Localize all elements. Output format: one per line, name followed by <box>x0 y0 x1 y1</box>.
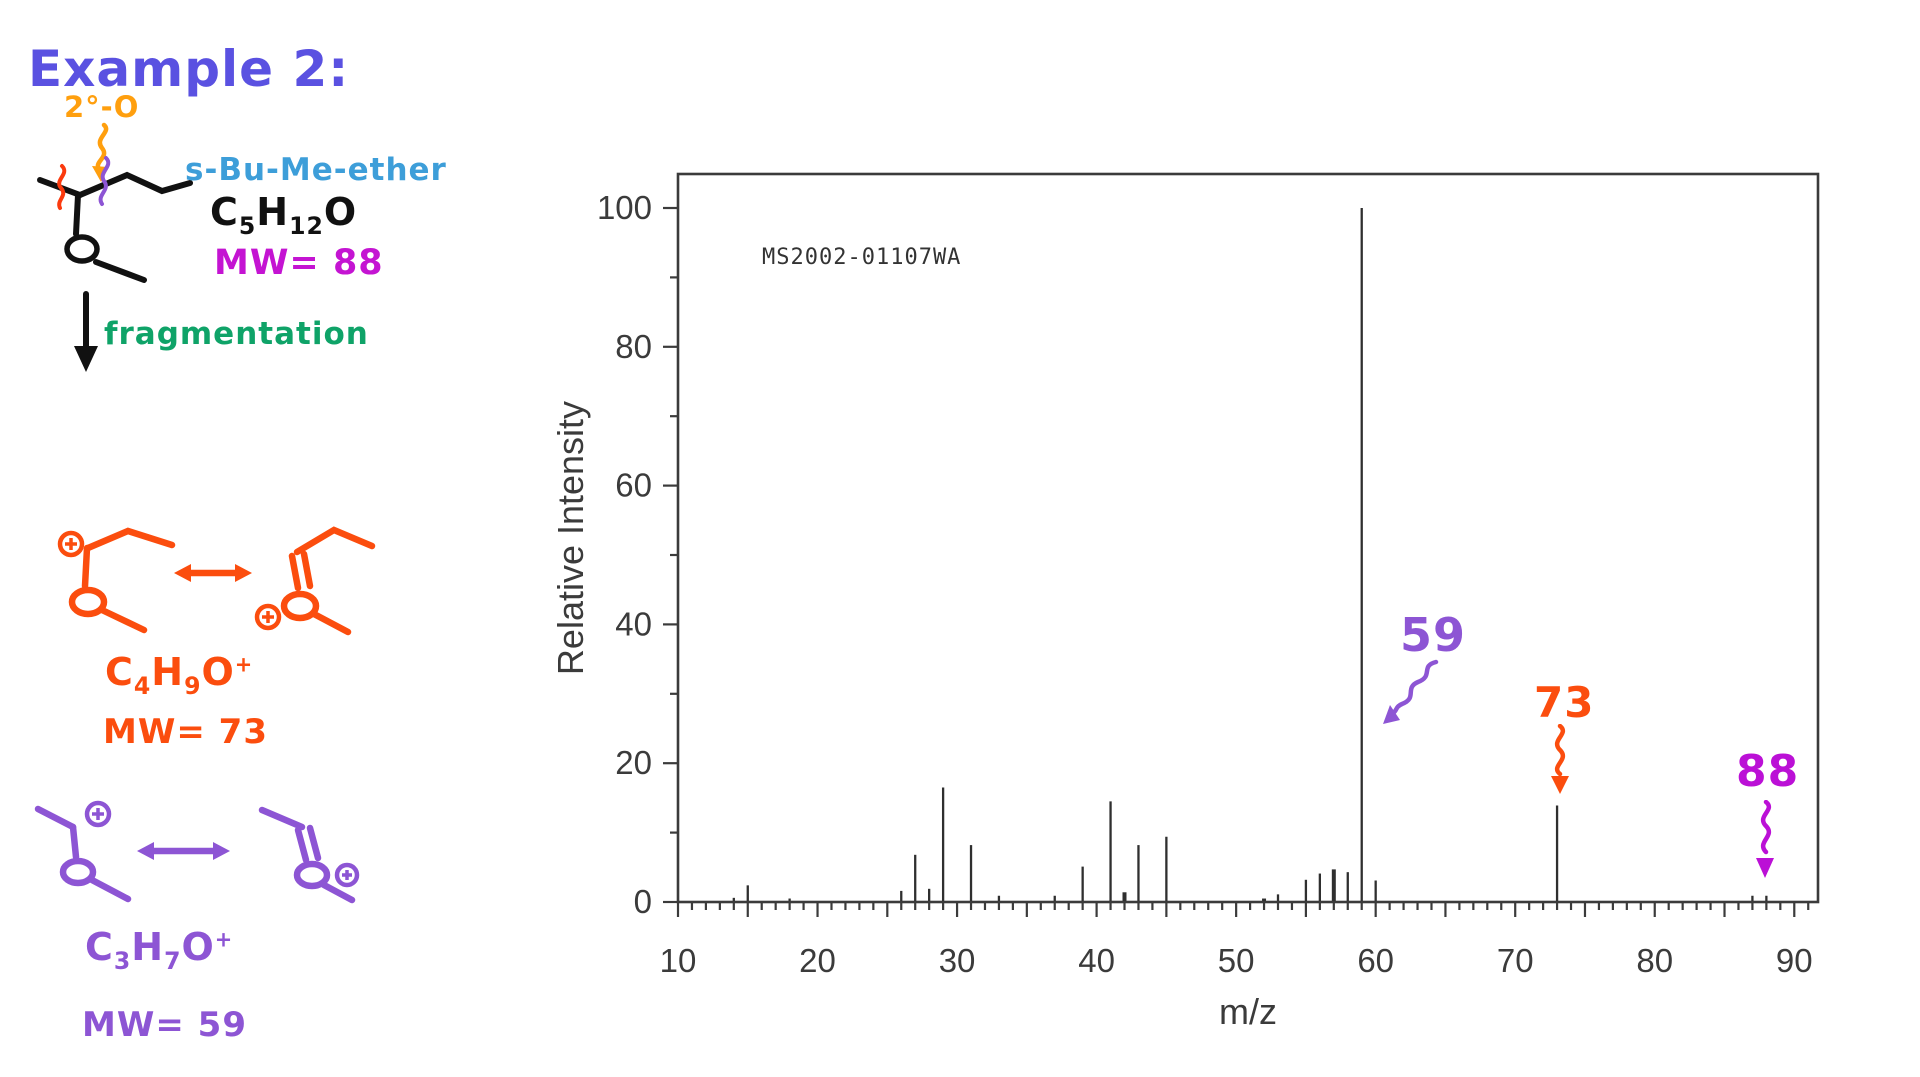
fragment-59-formula: C3H7O+ <box>85 925 233 975</box>
formula-sub: 12 <box>289 211 324 240</box>
resonance-arrowhead-left <box>174 564 191 582</box>
y-tick-label: 40 <box>615 605 652 642</box>
formula-part: C <box>210 190 239 234</box>
fragmentation-label: fragmentation <box>104 316 369 352</box>
formula-part: O <box>181 925 215 969</box>
y-tick-label: 0 <box>634 883 652 920</box>
alpha-cleavage-squiggle-red <box>57 164 67 210</box>
resonance-arrowhead-right <box>213 842 230 860</box>
y-tick-label: 80 <box>615 328 652 365</box>
molecule-formula: C5H12O <box>210 190 357 240</box>
example-title: Example 2: <box>28 40 350 98</box>
formula-part: O <box>323 190 358 234</box>
annotation-88-squiggle-arrow-icon <box>1756 800 1774 878</box>
formula-charge: + <box>234 652 254 677</box>
plus-charge-icon <box>84 800 360 888</box>
formula-sub: 4 <box>133 671 152 700</box>
x-tick-label: 80 <box>1636 942 1673 979</box>
annotation-88-label: 88 <box>1736 746 1800 797</box>
x-tick-label: 60 <box>1357 942 1394 979</box>
plot-border <box>676 172 1820 904</box>
formula-sub: 5 <box>238 211 257 240</box>
fragment-73-resonance-structures <box>57 526 376 636</box>
annotation-73: 73 <box>1534 678 1595 794</box>
annotation-88: 88 <box>1736 746 1800 878</box>
y-tick-label: 60 <box>615 467 652 504</box>
formula-charge: + <box>214 927 234 952</box>
formula-sub: 7 <box>164 946 182 975</box>
x-tick-label: 70 <box>1497 942 1534 979</box>
alpha-cleavage-squiggle-purple <box>98 156 111 206</box>
fragment-59-mw: MW= 59 <box>82 1005 247 1045</box>
x-axis-title: m/z <box>1219 991 1277 1032</box>
molecule-structure <box>37 156 193 283</box>
x-tick-label: 90 <box>1776 942 1813 979</box>
annotation-73-squiggle-arrow-icon <box>1551 724 1569 794</box>
fragment-73-mw: MW= 73 <box>103 712 268 752</box>
x-tick-label: 50 <box>1218 942 1255 979</box>
x-tick-label: 20 <box>799 942 836 979</box>
annotation-73-label: 73 <box>1534 678 1595 727</box>
formula-part: O <box>201 650 235 694</box>
resonance-arrowhead-left <box>137 842 154 860</box>
annotation-59: 59 <box>1383 608 1467 724</box>
formula-part: C <box>105 650 134 694</box>
cleavage-label: 2°-O <box>64 90 140 124</box>
formula-part: H <box>151 650 185 694</box>
y-tick-label: 100 <box>597 189 652 226</box>
molecule-mw: MW= 88 <box>214 243 384 283</box>
annotation-59-squiggle-arrow-icon <box>1383 659 1439 724</box>
fragment-73-formula: C4H9O+ <box>105 650 253 700</box>
x-tick-label: 40 <box>1078 942 1115 979</box>
formula-sub: 9 <box>184 671 202 700</box>
fragment-59-resonance-structures <box>34 800 360 904</box>
molecule-name: s-Bu-Me-ether <box>185 152 447 188</box>
x-tick-label: 10 <box>660 942 697 979</box>
x-tick-label: 30 <box>939 942 976 979</box>
fragmentation-arrow-icon <box>74 291 98 372</box>
y-tick-label: 20 <box>615 744 652 781</box>
formula-sub: 3 <box>113 946 132 975</box>
formula-part: C <box>85 925 114 969</box>
annotation-59-label: 59 <box>1400 608 1467 662</box>
formula-part: H <box>256 190 290 234</box>
spectrum-id-watermark: MS2002-01107WA <box>762 245 961 270</box>
resonance-arrowhead-right <box>235 564 252 582</box>
formula-part: H <box>131 925 165 969</box>
plus-charge-icon <box>57 530 282 631</box>
y-axis-title: Relative Intensity <box>550 401 591 675</box>
